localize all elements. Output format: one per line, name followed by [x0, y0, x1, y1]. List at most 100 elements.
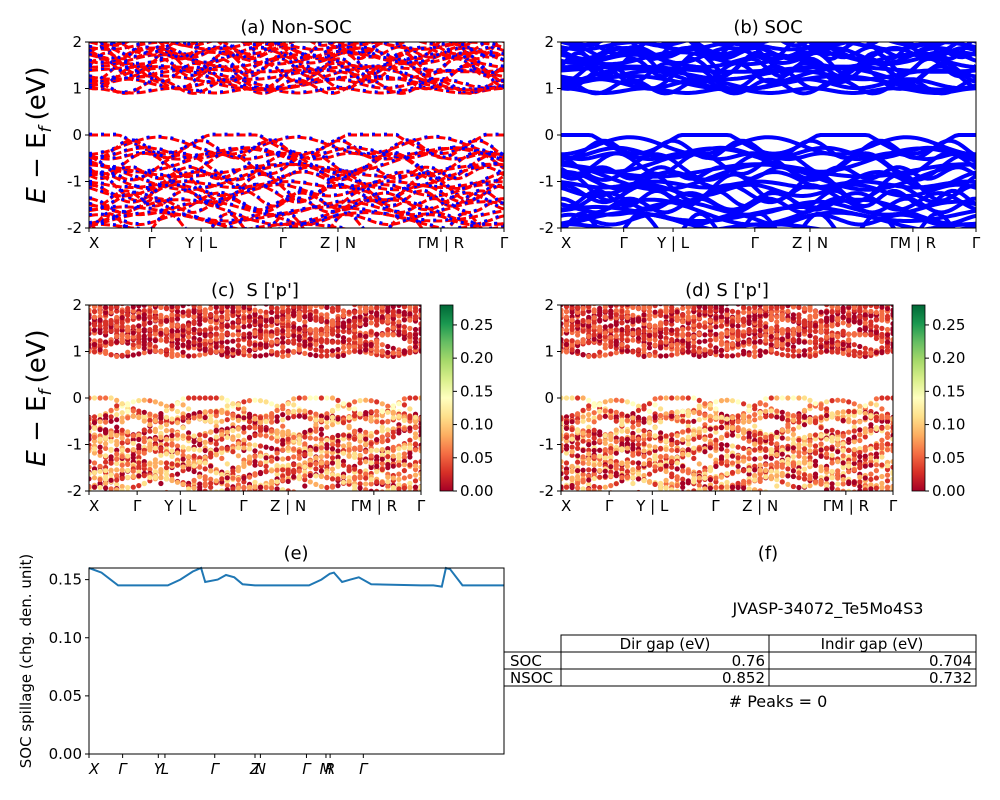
band-point: [597, 438, 603, 444]
band-point: [752, 403, 758, 409]
band-point: [561, 395, 564, 401]
band-point: [602, 484, 608, 490]
band-point: [280, 328, 286, 334]
band-point: [630, 495, 635, 500]
band-point: [741, 485, 747, 491]
band-point: [401, 317, 407, 323]
band-point: [807, 432, 813, 439]
band-point: [346, 337, 352, 343]
band-point: [119, 488, 125, 491]
band-point: [180, 313, 186, 319]
band-point: [385, 305, 391, 307]
band-point: [224, 417, 230, 423]
band-point: [97, 449, 103, 455]
band-point: [158, 424, 164, 430]
band-line: [89, 165, 504, 181]
band-point: [363, 317, 369, 323]
band-point: [613, 409, 619, 415]
band-point: [862, 447, 868, 453]
band-point: [340, 401, 347, 407]
band-point: [812, 432, 819, 438]
band-point: [163, 352, 170, 358]
band-point: [630, 424, 636, 430]
band-point: [746, 456, 752, 462]
band-point: [153, 494, 158, 499]
band-point: [707, 433, 714, 439]
band-line: [89, 132, 504, 155]
band-point: [561, 464, 564, 470]
band-point: [180, 402, 186, 408]
band-point: [561, 425, 564, 431]
band-point: [142, 295, 147, 300]
band-point: [608, 469, 614, 475]
band-point: [879, 415, 885, 421]
band-point: [340, 443, 347, 449]
band-point: [868, 471, 874, 477]
band-point: [169, 293, 174, 298]
band-point: [108, 477, 114, 483]
band-point: [307, 312, 313, 318]
band-point: [335, 298, 340, 303]
band-point: [390, 305, 396, 310]
band-point: [735, 459, 741, 465]
band-point: [186, 445, 192, 451]
band-point: [630, 401, 636, 407]
band-point: [319, 499, 324, 504]
band-point: [108, 430, 114, 436]
band-point: [796, 470, 802, 476]
band-point: [335, 305, 341, 310]
band-point: [768, 436, 774, 442]
band-point: [163, 451, 170, 457]
band-point: [152, 338, 158, 344]
band-point: [108, 460, 114, 466]
band-point: [130, 342, 136, 348]
band-point: [874, 491, 879, 496]
band-point: [796, 475, 802, 481]
band-points-c: [89, 293, 421, 504]
band-point: [363, 333, 369, 339]
band-point: [197, 321, 203, 327]
band-point: [669, 474, 675, 480]
band-point: [180, 425, 186, 431]
band-point: [274, 418, 280, 424]
band-point: [835, 442, 841, 448]
band-point: [779, 447, 785, 453]
band-point: [91, 338, 98, 344]
band-point: [119, 324, 125, 330]
band-point: [691, 472, 697, 478]
band-point: [147, 441, 153, 447]
band-point: [890, 476, 893, 482]
band-point: [92, 297, 97, 302]
band-point: [219, 314, 225, 320]
band-point: [352, 436, 358, 442]
band-point: [318, 454, 324, 460]
band-point: [340, 322, 347, 329]
band-point: [158, 475, 164, 481]
band-point: [346, 464, 352, 470]
band-point: [302, 477, 308, 483]
band-point: [396, 455, 402, 461]
band-point: [635, 422, 642, 428]
band-point: [291, 312, 297, 318]
band-point: [790, 426, 797, 432]
band-point: [569, 419, 575, 425]
band-point: [147, 474, 153, 481]
band-point: [575, 428, 581, 434]
band-point: [230, 475, 236, 481]
band-point: [412, 344, 419, 350]
band-point: [586, 442, 592, 448]
band-point: [368, 314, 374, 320]
band-point: [319, 305, 324, 307]
band-point: [718, 352, 725, 359]
band-point: [374, 338, 380, 344]
band-point: [718, 442, 725, 448]
band-point: [390, 415, 396, 421]
band-point: [857, 432, 863, 438]
band-point: [868, 476, 874, 482]
band-point: [807, 461, 813, 467]
band-point: [586, 432, 592, 439]
band-point: [613, 473, 619, 479]
band-point: [646, 408, 653, 415]
